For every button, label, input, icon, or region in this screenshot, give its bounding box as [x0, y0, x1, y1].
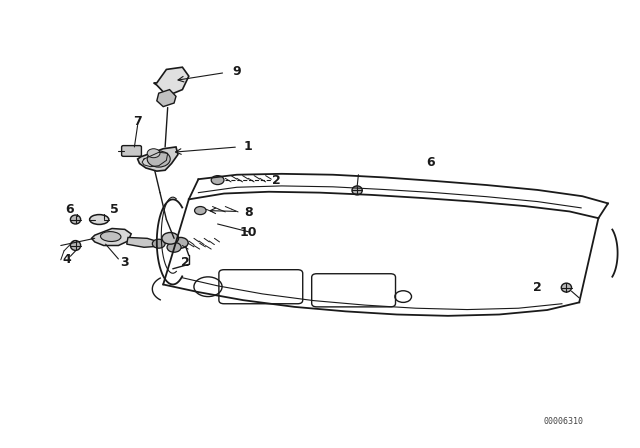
Text: 2: 2 — [181, 255, 190, 269]
Text: 6: 6 — [426, 155, 435, 169]
Text: 3: 3 — [120, 255, 129, 269]
FancyBboxPatch shape — [122, 146, 141, 156]
Ellipse shape — [100, 232, 121, 241]
Text: 7: 7 — [133, 115, 142, 129]
Ellipse shape — [90, 215, 109, 224]
Polygon shape — [127, 237, 159, 247]
Ellipse shape — [70, 241, 81, 250]
Polygon shape — [157, 90, 176, 107]
Ellipse shape — [352, 186, 362, 195]
Circle shape — [152, 239, 165, 248]
Circle shape — [173, 237, 188, 248]
Text: 5: 5 — [109, 203, 118, 216]
Ellipse shape — [561, 283, 572, 292]
Polygon shape — [138, 147, 178, 171]
Circle shape — [147, 149, 160, 158]
Circle shape — [211, 176, 224, 185]
Polygon shape — [154, 67, 189, 94]
Text: 6: 6 — [65, 203, 74, 216]
Ellipse shape — [70, 215, 81, 224]
Text: 1: 1 — [244, 140, 253, 154]
Text: 2: 2 — [533, 281, 542, 294]
Circle shape — [162, 233, 179, 244]
Text: 10: 10 — [239, 226, 257, 240]
Text: 00006310: 00006310 — [543, 417, 583, 426]
Text: 9: 9 — [232, 65, 241, 78]
Polygon shape — [92, 228, 131, 246]
Circle shape — [147, 151, 170, 167]
Circle shape — [167, 242, 181, 252]
Circle shape — [195, 207, 206, 215]
Text: 4: 4 — [63, 253, 72, 267]
Text: 8: 8 — [244, 206, 253, 219]
Text: 2: 2 — [272, 173, 281, 187]
